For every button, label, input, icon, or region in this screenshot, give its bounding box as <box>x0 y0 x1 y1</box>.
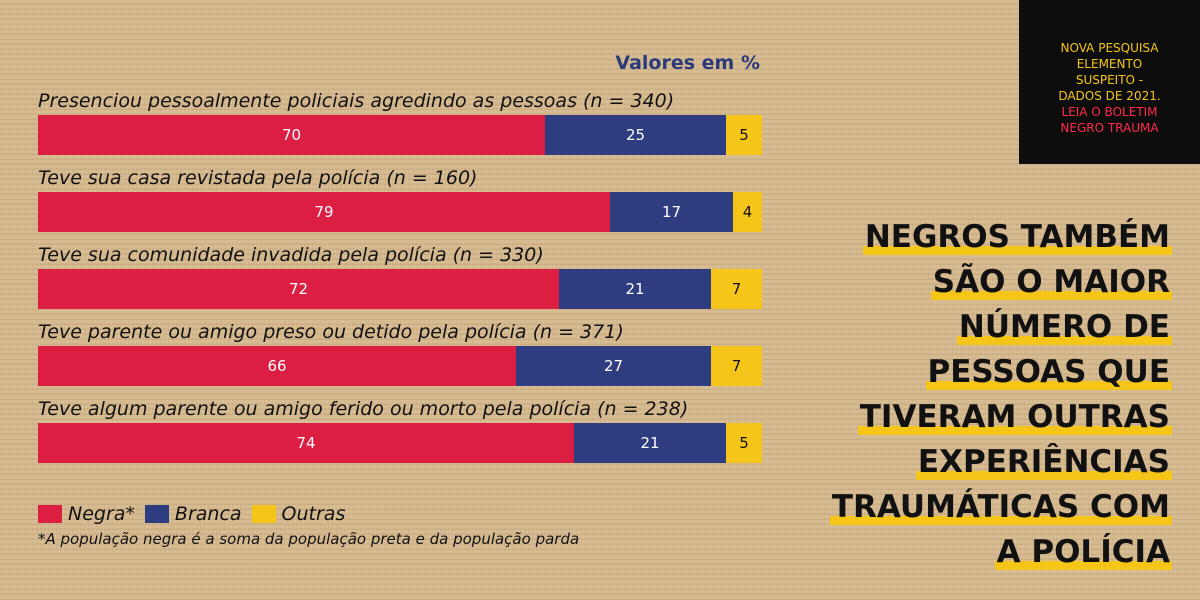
category-label: Teve sua comunidade invadida pela políci… <box>38 244 544 266</box>
category-label: Teve parente ou amigo preso ou detido pe… <box>38 321 624 343</box>
promo-line: ELEMENTO <box>1076 57 1143 71</box>
headline-line: TRAUMÁTICAS COM <box>829 489 1172 525</box>
headline-line: PESSOAS QUE <box>925 354 1172 390</box>
bar-segment-negra: 70 <box>38 115 545 155</box>
data-label: 21 <box>625 280 645 298</box>
stacked-bar: 79 17 4 <box>38 192 762 232</box>
category-label: Teve algum parente ou amigo ferido ou mo… <box>38 398 689 420</box>
data-label: 5 <box>739 434 749 452</box>
bar-segment-negra: 72 <box>38 269 559 309</box>
promo-link-line: LEIA O BOLETIM <box>1061 105 1158 119</box>
headline-line: NÚMERO DE <box>956 309 1172 345</box>
legend-swatch-negra <box>38 505 62 523</box>
promo-line: DADOS DE 2021. <box>1058 89 1161 103</box>
promo-line: SUSPEITO - <box>1075 73 1144 87</box>
data-label: 74 <box>296 434 316 452</box>
bar-segment-negra: 66 <box>38 346 516 386</box>
stacked-bar: 66 27 7 <box>38 346 762 386</box>
legend-item-negra: Negra* <box>38 503 135 525</box>
legend-label-negra: Negra* <box>68 503 135 525</box>
bar-segment-branca: 25 <box>545 115 726 155</box>
bar-segment-outras: 7 <box>711 269 762 309</box>
stacked-bar: 72 21 7 <box>38 269 762 309</box>
data-label: 25 <box>625 126 646 144</box>
promo-line: NOVA PESQUISA <box>1060 41 1159 55</box>
headline-line: NEGROS TAMBÉM <box>862 219 1172 255</box>
legend-swatch-outras <box>251 505 276 523</box>
bar-segment-outras: 4 <box>733 192 762 232</box>
headline-line: A POLÍCIA <box>994 534 1172 570</box>
data-label: 17 <box>661 203 682 221</box>
legend-item-outras: Outras <box>251 503 346 525</box>
legend-label-outras: Outras <box>281 503 346 525</box>
headline: NEGROS TAMBÉM SÃO O MAIOR NÚMERO DE PESS… <box>829 215 1172 575</box>
bar-segment-outras: 5 <box>726 423 762 463</box>
footnote: *A população negra é a soma da população… <box>38 530 580 548</box>
data-label: 27 <box>603 357 624 375</box>
bar-segment-outras: 7 <box>711 346 762 386</box>
data-label: 79 <box>314 203 334 221</box>
data-label: 21 <box>640 434 660 452</box>
data-label: 70 <box>281 126 302 144</box>
data-label: 72 <box>288 280 309 298</box>
promo-link-line: NEGRO TRAUMA <box>1060 121 1159 135</box>
headline-line: TIVERAM OUTRAS <box>857 399 1172 435</box>
stacked-bar: 74 21 5 <box>38 423 762 463</box>
bar-segment-negra: 79 <box>38 192 610 232</box>
bar-segment-branca: 17 <box>610 192 733 232</box>
bar-segment-outras: 5 <box>726 115 762 155</box>
headline-line: EXPERIÊNCIAS <box>915 444 1172 480</box>
stacked-bar: 70 25 5 <box>38 115 762 155</box>
data-label: 4 <box>742 203 753 221</box>
legend-label-branca: Branca <box>174 503 242 525</box>
legend: Negra* Branca Outras <box>38 503 355 525</box>
data-label: 5 <box>739 126 749 144</box>
data-label: 7 <box>731 357 742 375</box>
headline-line: SÃO O MAIOR <box>930 264 1172 300</box>
legend-swatch-branca <box>144 505 169 523</box>
legend-item-branca: Branca <box>144 503 242 525</box>
bar-segment-branca: 27 <box>516 346 711 386</box>
unit-label: Valores em % <box>615 52 760 74</box>
category-label: Presenciou pessoalmente policiais agredi… <box>38 90 675 112</box>
category-label: Teve sua casa revistada pela polícia (n … <box>38 167 478 189</box>
bar-segment-branca: 21 <box>574 423 726 463</box>
data-label: 66 <box>267 357 287 375</box>
data-label: 7 <box>731 280 742 298</box>
bar-segment-negra: 74 <box>38 423 574 463</box>
bar-segment-branca: 21 <box>559 269 711 309</box>
promo-box[interactable]: NOVA PESQUISA ELEMENTO SUSPEITO - DADOS … <box>1019 0 1200 164</box>
